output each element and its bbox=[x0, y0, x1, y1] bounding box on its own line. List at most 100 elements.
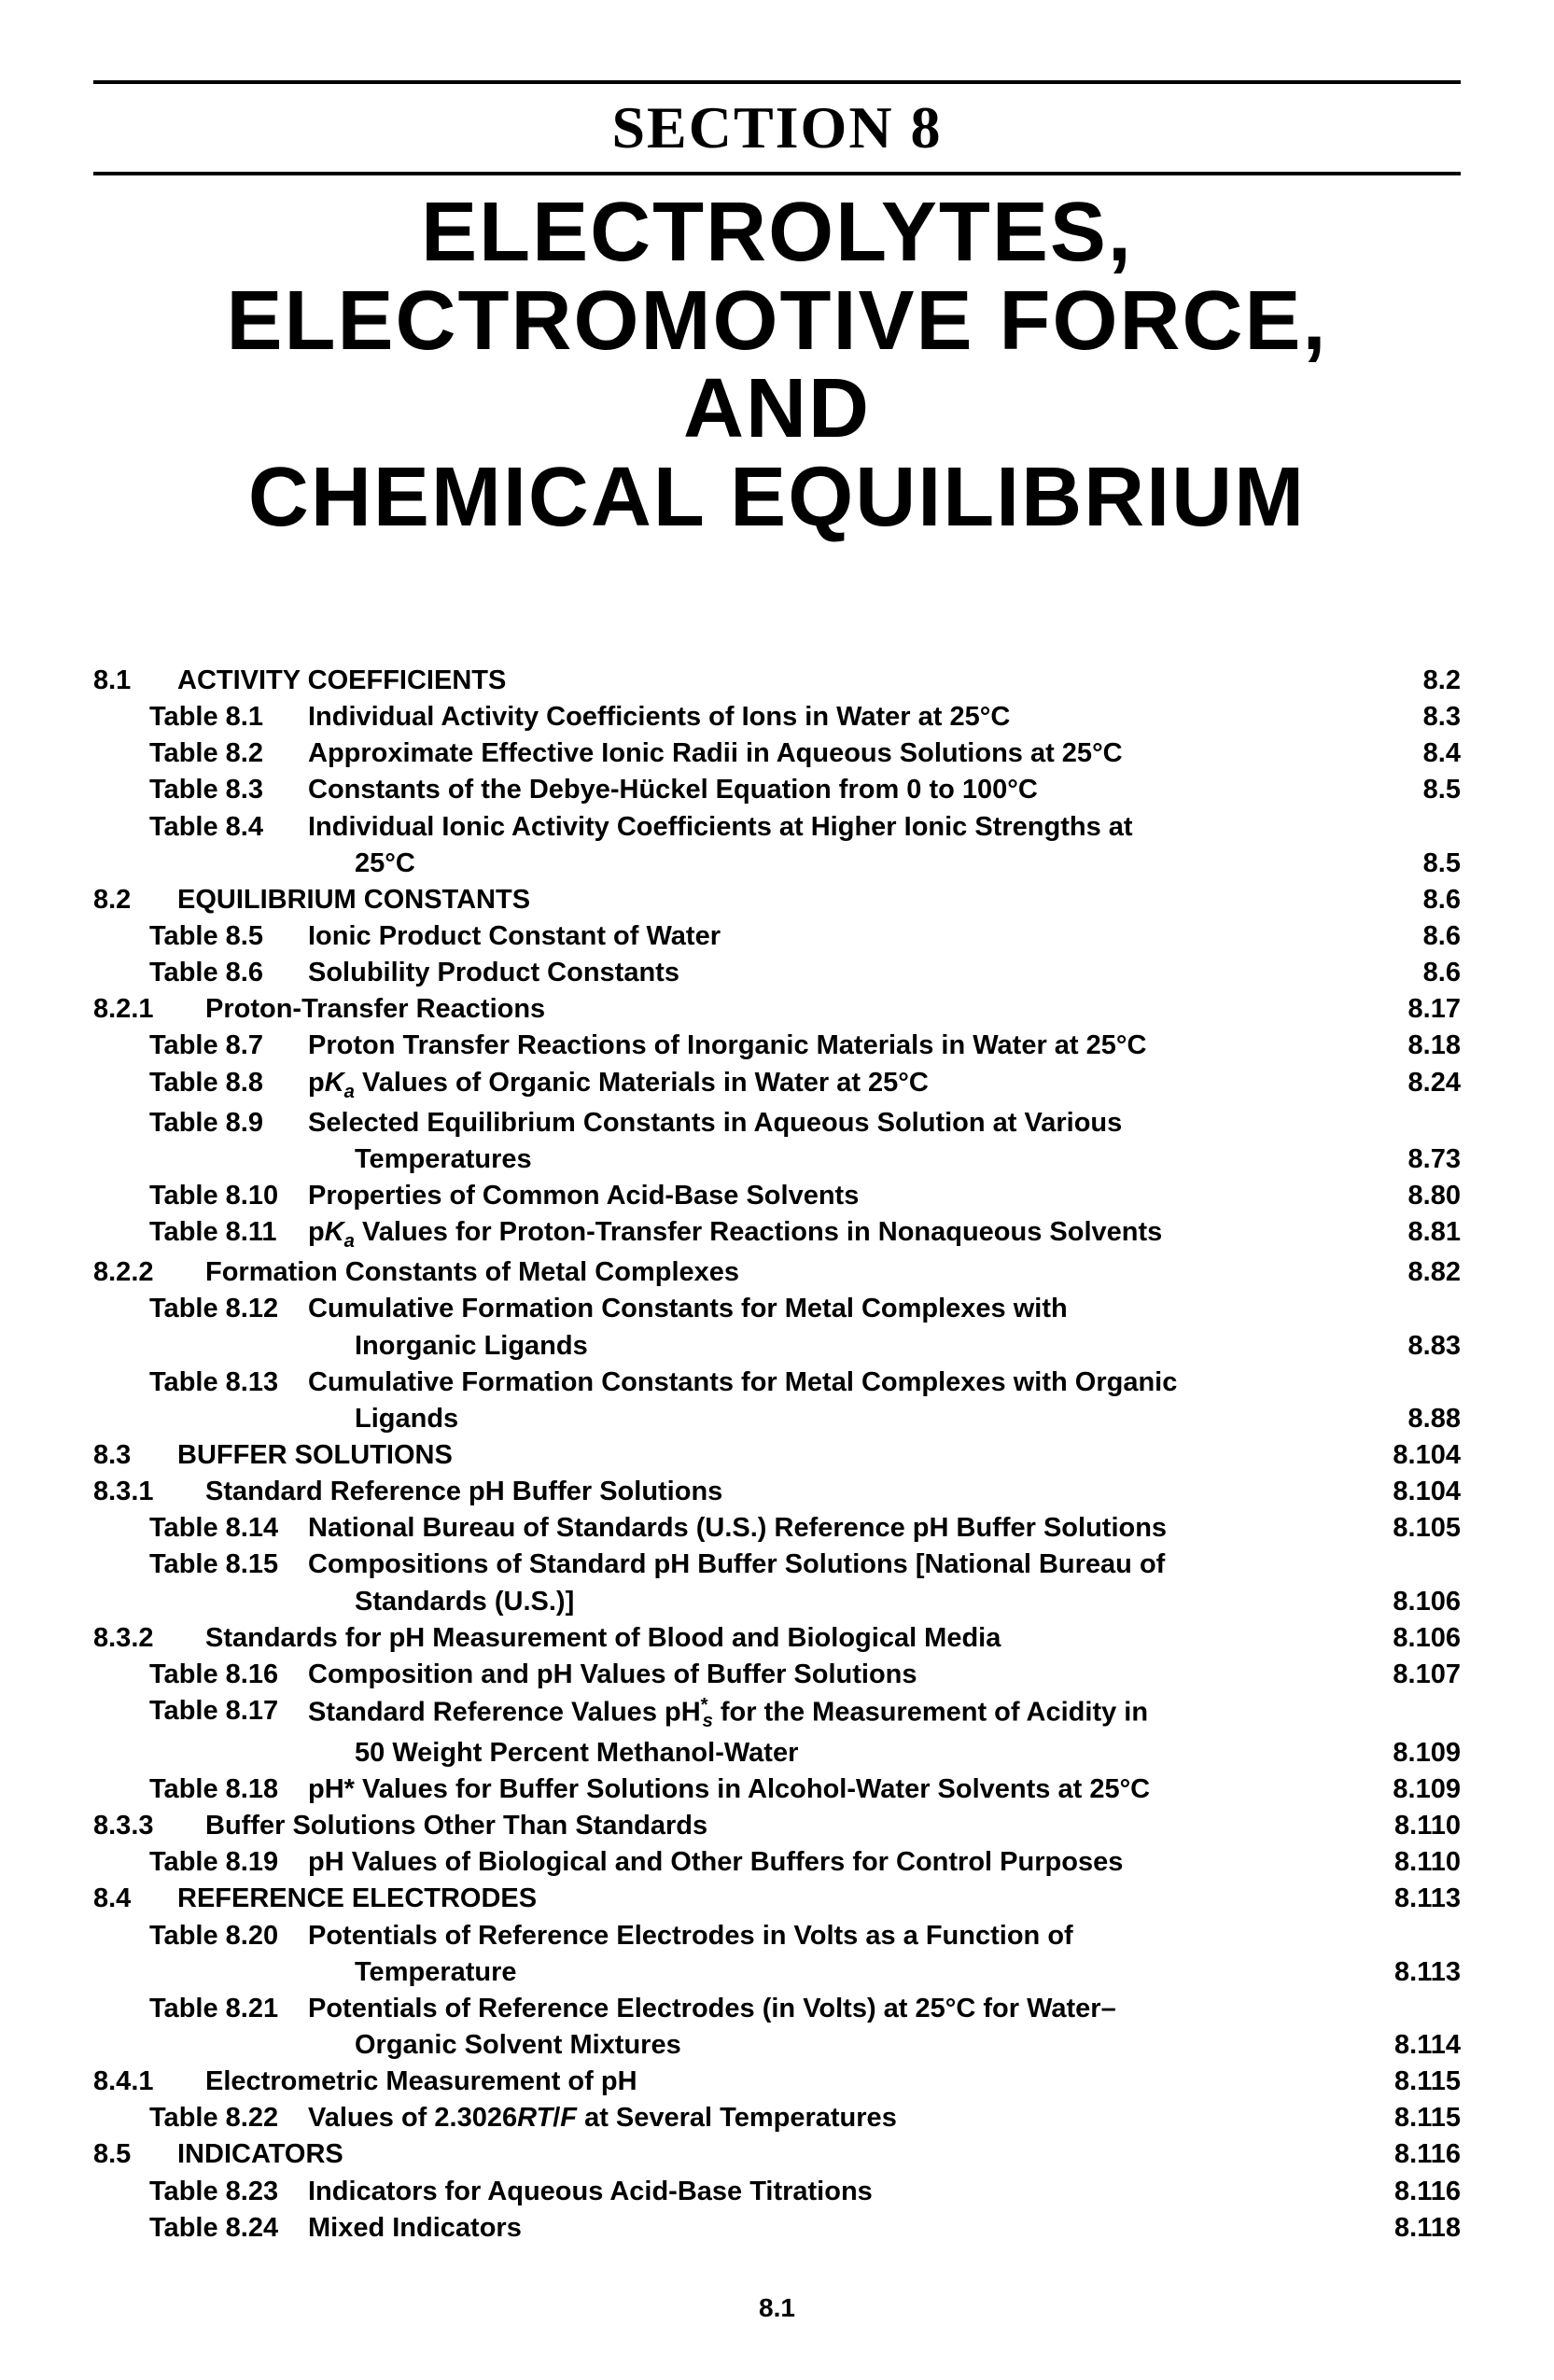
toc-page-number: 8.88 bbox=[1377, 1401, 1461, 1437]
toc-table-label: Table 8.16 bbox=[149, 1657, 308, 1693]
toc-page-number: 8.6 bbox=[1377, 955, 1461, 991]
toc-subsection-title: Proton-Transfer Reactions bbox=[205, 991, 1377, 1028]
toc-table-title: Selected Equilibrium Constants in Aqueou… bbox=[308, 1105, 1377, 1141]
toc-table-title: Potentials of Reference Electrodes in Vo… bbox=[308, 1918, 1377, 1954]
toc-row: Table 8.24Mixed Indicators8.118 bbox=[93, 2210, 1461, 2247]
toc-subsection-title: Standards for pH Measurement of Blood an… bbox=[205, 1620, 1377, 1657]
toc-row: Table 8.18pH* Values for Buffer Solution… bbox=[93, 1771, 1461, 1808]
toc-row: 8.3.2Standards for pH Measurement of Blo… bbox=[93, 1620, 1461, 1657]
toc-page-number: 8.73 bbox=[1377, 1141, 1461, 1178]
toc-row: Table 8.1Individual Activity Coefficient… bbox=[93, 699, 1461, 735]
section-header: SECTION 8 ELECTROLYTES, ELECTROMOTIVE FO… bbox=[93, 80, 1461, 541]
toc-page-number: 8.83 bbox=[1377, 1328, 1461, 1365]
toc-subsection-number: 8.4.1 bbox=[93, 2064, 205, 2100]
toc-page-number: 8.81 bbox=[1377, 1214, 1461, 1251]
toc-table-title: Compositions of Standard pH Buffer Solut… bbox=[308, 1547, 1377, 1583]
toc-page-number: 8.109 bbox=[1377, 1771, 1461, 1808]
toc-section-title: ACTIVITY COEFFICIENTS bbox=[177, 663, 1377, 699]
toc-table-title: Ionic Product Constant of Water bbox=[308, 918, 1377, 955]
toc-table-label: Table 8.24 bbox=[149, 2210, 308, 2247]
toc-table-label: Table 8.22 bbox=[149, 2100, 308, 2136]
toc-section-number: 8.2 bbox=[93, 882, 177, 918]
toc-page-number: 8.110 bbox=[1377, 1808, 1461, 1844]
toc-page-number: 8.115 bbox=[1377, 2064, 1461, 2100]
toc-table-title: pKa Values of Organic Materials in Water… bbox=[308, 1065, 1377, 1105]
toc-row: Table 8.8pKa Values of Organic Materials… bbox=[93, 1065, 1461, 1105]
toc-row: Organic Solvent Mixtures8.114 bbox=[93, 2027, 1461, 2064]
toc-row: Table 8.20Potentials of Reference Electr… bbox=[93, 1918, 1461, 1954]
toc-page-number: 8.4 bbox=[1377, 735, 1461, 772]
toc-table-title: Mixed Indicators bbox=[308, 2210, 1377, 2247]
toc-row: 8.3.1Standard Reference pH Buffer Soluti… bbox=[93, 1474, 1461, 1510]
toc-page-number: 8.107 bbox=[1377, 1657, 1461, 1693]
toc-page-number: 8.106 bbox=[1377, 1584, 1461, 1620]
toc-page-number: 8.6 bbox=[1377, 918, 1461, 955]
toc-table-title: pKa Values for Proton-Transfer Reactions… bbox=[308, 1214, 1377, 1254]
toc-table-label: Table 8.6 bbox=[149, 955, 308, 991]
toc-page-number: 8.24 bbox=[1377, 1065, 1461, 1101]
toc-table-label: Table 8.20 bbox=[149, 1918, 308, 1954]
toc-table-title: Approximate Effective Ionic Radii in Aqu… bbox=[308, 735, 1377, 772]
toc-row: Table 8.17Standard Reference Values pH*s… bbox=[93, 1693, 1461, 1735]
toc-page-number: 8.3 bbox=[1377, 699, 1461, 735]
toc-row: 8.1ACTIVITY COEFFICIENTS8.2 bbox=[93, 663, 1461, 699]
toc-section-title: INDICATORS bbox=[177, 2136, 1377, 2173]
toc-table-title: pH Values of Biological and Other Buffer… bbox=[308, 1844, 1377, 1881]
toc-table-label: Table 8.18 bbox=[149, 1771, 308, 1808]
toc-row: 8.2.1Proton-Transfer Reactions8.17 bbox=[93, 991, 1461, 1028]
toc-row: 8.4REFERENCE ELECTRODES8.113 bbox=[93, 1881, 1461, 1917]
toc-subsection-number: 8.3.2 bbox=[93, 1620, 205, 1657]
toc-row: 8.2.2Formation Constants of Metal Comple… bbox=[93, 1254, 1461, 1291]
toc-page-number: 8.18 bbox=[1377, 1028, 1461, 1064]
rule-mid bbox=[93, 172, 1461, 175]
toc-row: Temperatures8.73 bbox=[93, 1141, 1461, 1178]
toc-section-number: 8.5 bbox=[93, 2136, 177, 2173]
toc-row: 8.2EQUILIBRIUM CONSTANTS8.6 bbox=[93, 882, 1461, 918]
toc-subsection-number: 8.2.2 bbox=[93, 1254, 205, 1291]
toc-table-title: Individual Ionic Activity Coefficients a… bbox=[308, 809, 1377, 846]
toc-row: Table 8.19pH Values of Biological and Ot… bbox=[93, 1844, 1461, 1881]
title-line-3: AND bbox=[93, 365, 1461, 454]
toc-table-label: Table 8.17 bbox=[149, 1693, 308, 1729]
section-label: SECTION 8 bbox=[93, 90, 1461, 166]
toc-table-title: Cumulative Formation Constants for Metal… bbox=[308, 1291, 1377, 1327]
toc-row: Table 8.23Indicators for Aqueous Acid-Ba… bbox=[93, 2174, 1461, 2210]
toc-page-number: 8.109 bbox=[1377, 1735, 1461, 1771]
toc-page-number: 8.5 bbox=[1377, 846, 1461, 882]
toc-table-label: Table 8.10 bbox=[149, 1178, 308, 1214]
section-title: ELECTROLYTES, ELECTROMOTIVE FORCE, AND C… bbox=[93, 181, 1461, 541]
toc-page-number: 8.116 bbox=[1377, 2136, 1461, 2173]
toc-page-number: 8.2 bbox=[1377, 663, 1461, 699]
toc-page-number: 8.104 bbox=[1377, 1474, 1461, 1510]
toc-table-label: Table 8.12 bbox=[149, 1291, 308, 1327]
toc-table-label: Table 8.2 bbox=[149, 735, 308, 772]
toc-continuation: Temperatures bbox=[308, 1141, 1377, 1178]
toc-row: Ligands8.88 bbox=[93, 1401, 1461, 1437]
toc-table-title: Potentials of Reference Electrodes (in V… bbox=[308, 1991, 1377, 2027]
toc-row: Table 8.5Ionic Product Constant of Water… bbox=[93, 918, 1461, 955]
toc-table-label: Table 8.4 bbox=[149, 809, 308, 846]
toc-table-label: Table 8.5 bbox=[149, 918, 308, 955]
toc-page-number: 8.80 bbox=[1377, 1178, 1461, 1214]
title-line-4: CHEMICAL EQUILIBRIUM bbox=[93, 454, 1461, 542]
toc-page-number: 8.113 bbox=[1377, 1881, 1461, 1917]
title-line-1: ELECTROLYTES, bbox=[93, 189, 1461, 277]
toc-row: Table 8.9Selected Equilibrium Constants … bbox=[93, 1105, 1461, 1141]
toc-row: Table 8.10Properties of Common Acid-Base… bbox=[93, 1178, 1461, 1214]
toc-row: 8.5INDICATORS8.116 bbox=[93, 2136, 1461, 2173]
toc-section-title: BUFFER SOLUTIONS bbox=[177, 1437, 1377, 1474]
toc-section-title: REFERENCE ELECTRODES bbox=[177, 1881, 1377, 1917]
toc-table-label: Table 8.9 bbox=[149, 1105, 308, 1141]
toc-table-title: Individual Activity Coefficients of Ions… bbox=[308, 699, 1377, 735]
toc-row: Table 8.21Potentials of Reference Electr… bbox=[93, 1991, 1461, 2027]
toc-row: 50 Weight Percent Methanol-Water8.109 bbox=[93, 1735, 1461, 1771]
toc-table-label: Table 8.13 bbox=[149, 1365, 308, 1401]
toc-table-label: Table 8.8 bbox=[149, 1065, 308, 1101]
toc-table-label: Table 8.23 bbox=[149, 2174, 308, 2210]
toc-table-title: Standard Reference Values pH*s for the M… bbox=[308, 1693, 1377, 1735]
toc-table-title: Constants of the Debye-Hückel Equation f… bbox=[308, 772, 1377, 808]
toc-row: Table 8.13Cumulative Formation Constants… bbox=[93, 1365, 1461, 1401]
toc-subsection-number: 8.3.1 bbox=[93, 1474, 205, 1510]
toc-row: Table 8.14National Bureau of Standards (… bbox=[93, 1510, 1461, 1547]
toc-table-title: Indicators for Aqueous Acid-Base Titrati… bbox=[308, 2174, 1377, 2210]
